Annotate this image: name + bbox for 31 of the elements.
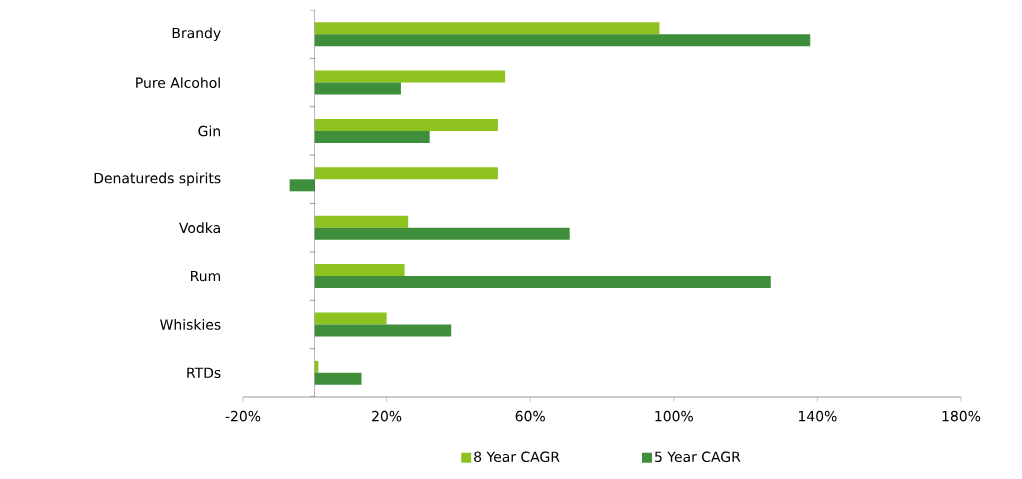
x-tick-label: 100% — [655, 410, 693, 422]
bar — [314, 276, 771, 289]
legend-label: 5 Year CAGR — [655, 451, 741, 463]
bar — [314, 118, 498, 131]
bar — [314, 167, 498, 180]
bar — [314, 130, 430, 143]
bar — [314, 264, 405, 277]
y-tick-label: Denatureds spirits — [94, 172, 221, 187]
bar — [314, 372, 362, 385]
bar — [314, 82, 401, 95]
bar — [314, 22, 660, 35]
x-tick-label: 140% — [799, 410, 837, 422]
bar — [314, 227, 570, 240]
bar — [314, 324, 452, 337]
x-tick-label: 60% — [515, 410, 545, 422]
y-tick-label: RTDs — [187, 367, 221, 379]
bar — [289, 179, 315, 192]
bar — [314, 34, 811, 47]
y-tick-label: Vodka — [179, 222, 220, 234]
x-tick-label: -20% — [225, 410, 261, 422]
legend-label: 8 Year CAGR — [474, 451, 560, 463]
y-tick-label: Pure Alcohol — [136, 77, 220, 88]
y-tick-label: Rum — [191, 270, 220, 282]
y-tick-label: Brandy — [172, 27, 221, 41]
y-tick-label: Gin — [198, 125, 220, 137]
x-tick-label: 20% — [372, 410, 402, 422]
x-tick-label: 180% — [942, 410, 981, 422]
bar — [314, 215, 409, 228]
bar — [314, 312, 387, 325]
bar — [314, 70, 506, 83]
y-tick-label: Whiskies — [160, 319, 221, 330]
